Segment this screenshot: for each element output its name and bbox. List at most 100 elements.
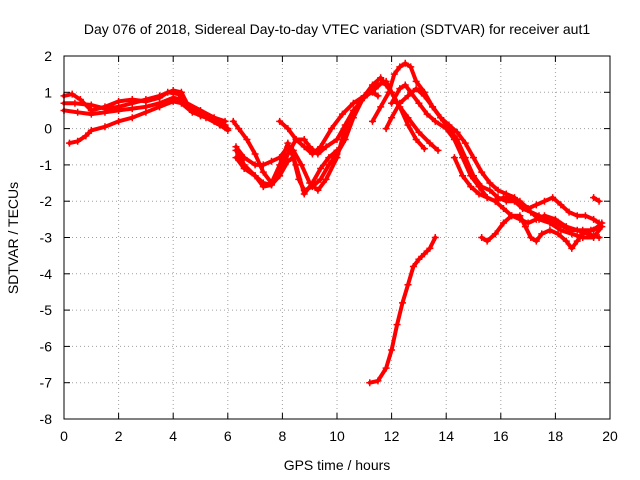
y-tick-label: -2 (40, 193, 53, 209)
grid-lines (64, 56, 610, 419)
data-point-marker (333, 154, 341, 162)
data-point-marker (368, 117, 376, 125)
x-axis-label: GPS time / hours (284, 457, 391, 473)
y-tick-label: -6 (40, 338, 53, 354)
data-point-marker (267, 179, 275, 187)
data-point-marker (368, 88, 376, 96)
data-point-marker (276, 172, 284, 180)
data-point-marker (388, 99, 396, 107)
data-point-marker (224, 125, 232, 133)
data-point-marker (404, 121, 412, 129)
data-point-marker (420, 92, 428, 100)
data-point-marker (115, 117, 123, 125)
data-point-marker (377, 74, 385, 82)
data-point-marker (401, 59, 409, 67)
data-point-marker (549, 194, 557, 202)
data-point-marker (341, 125, 349, 133)
data-point-marker (554, 230, 562, 238)
data-point-marker (420, 250, 428, 258)
data-point-marker (415, 128, 423, 136)
data-point-marker (101, 108, 109, 116)
data-point-marker (426, 139, 434, 147)
data-point-marker (412, 135, 420, 143)
data-point-marker (475, 183, 483, 191)
data-point-marker (325, 154, 333, 162)
data-point-marker (475, 190, 483, 198)
data-point-marker (590, 194, 598, 202)
data-point-marker (142, 108, 150, 116)
data-point-marker (314, 186, 322, 194)
series-track-4 (65, 97, 232, 147)
data-point-marker (565, 208, 573, 216)
data-point-marker (374, 92, 382, 100)
series-track-13 (450, 154, 603, 227)
series-trace (367, 235, 438, 385)
data-point-marker (587, 226, 595, 234)
x-tick-label: 8 (279, 428, 287, 444)
data-point-marker (328, 125, 336, 133)
data-point-marker (532, 237, 540, 245)
data-point-marker (177, 99, 185, 107)
data-point-marker (74, 108, 82, 116)
data-point-marker (470, 154, 477, 162)
data-point-marker (532, 215, 540, 223)
series-track-9 (276, 88, 382, 158)
y-tick-label: -8 (40, 411, 53, 427)
data-point-marker (412, 77, 420, 85)
data-point-marker (500, 194, 508, 202)
data-point-marker (527, 208, 535, 216)
chart-title: Day 076 of 2018, Sidereal Day-to-day VTE… (84, 21, 591, 37)
data-point-marker (276, 117, 284, 125)
data-point-marker (349, 110, 357, 118)
data-point-marker (450, 135, 458, 143)
data-point-marker (527, 234, 535, 241)
data-point-marker (382, 364, 390, 372)
data-point-marker (68, 90, 76, 98)
data-point-marker (538, 230, 546, 238)
x-tick-label: 4 (169, 428, 177, 444)
x-tick-label: 14 (438, 428, 454, 444)
data-point-marker (308, 150, 316, 158)
data-point-marker (453, 128, 461, 136)
data-point-marker (292, 161, 300, 169)
data-point-marker (412, 85, 420, 93)
data-point-marker (338, 110, 346, 118)
series-track-16 (366, 234, 439, 387)
data-point-marker (407, 63, 415, 71)
data-point-marker (188, 108, 196, 116)
data-point-marker (390, 70, 398, 78)
data-point-marker (508, 194, 516, 202)
data-point-marker (360, 92, 368, 100)
data-point-marker (540, 212, 548, 220)
data-point-marker (434, 146, 442, 154)
data-point-marker (396, 99, 404, 107)
data-point-marker (467, 172, 475, 180)
data-point-marker (229, 117, 237, 125)
data-point-marker (478, 168, 486, 176)
data-point-marker (483, 194, 491, 202)
data-point-marker (404, 92, 412, 100)
data-point-marker (169, 97, 177, 105)
series-track-8 (229, 117, 341, 198)
data-point-marker (276, 161, 284, 169)
data-point-marker (524, 204, 532, 212)
data-point-marker (128, 114, 136, 122)
data-point-marker (500, 219, 508, 227)
data-point-marker (478, 234, 486, 241)
data-point-marker (573, 226, 581, 234)
series-track-6 (232, 77, 428, 194)
data-point-marker (521, 223, 529, 231)
data-point-marker (169, 86, 177, 94)
y-tick-label: -4 (40, 266, 53, 282)
data-point-marker (401, 81, 409, 89)
data-point-marker (221, 117, 229, 125)
data-point-marker (82, 132, 90, 140)
data-point-marker (516, 197, 524, 205)
data-point-marker (284, 125, 292, 133)
data-point-marker (333, 135, 341, 143)
data-point-marker (240, 154, 248, 162)
y-tick-label: 2 (44, 48, 52, 64)
data-point-marker (243, 135, 251, 143)
data-point-marker (251, 161, 259, 169)
